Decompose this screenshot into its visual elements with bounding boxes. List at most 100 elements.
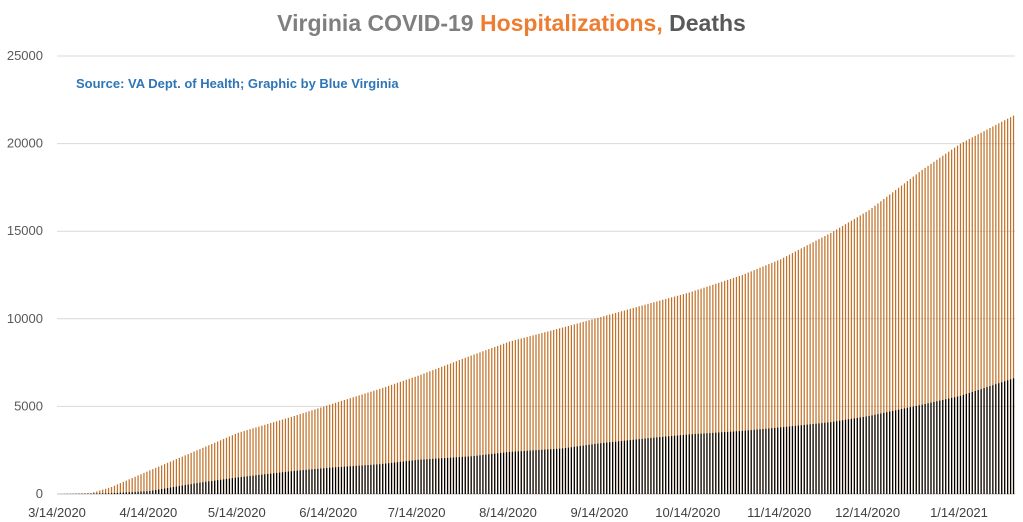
bar-hospitalizations <box>874 205 876 494</box>
bar-hospitalizations <box>432 370 434 494</box>
bar-deaths <box>166 488 169 494</box>
bar-deaths <box>986 387 988 494</box>
bar-hospitalizations <box>827 234 829 495</box>
bar-deaths <box>712 432 714 494</box>
bar-hospitalizations <box>797 249 799 494</box>
bar-deaths <box>945 399 947 494</box>
bar-hospitalizations <box>614 312 617 494</box>
bar-hospitalizations <box>317 408 319 494</box>
bar-hospitalizations <box>759 267 761 494</box>
bar-deaths <box>411 460 413 494</box>
bar-hospitalizations <box>582 321 584 494</box>
bar-hospitalizations <box>376 389 378 494</box>
bar-hospitalizations <box>617 312 620 494</box>
bar-deaths <box>529 450 531 494</box>
bar-hospitalizations <box>818 239 820 494</box>
bar-hospitalizations <box>918 172 920 495</box>
x-tick-label: 4/14/2020 <box>119 505 177 520</box>
bar-hospitalizations <box>429 371 431 494</box>
bar-deaths <box>317 468 319 494</box>
bar-hospitalizations <box>411 377 413 494</box>
bar-deaths <box>329 467 331 494</box>
bar-deaths <box>980 389 982 494</box>
bar-hospitalizations <box>110 486 113 494</box>
bar-hospitalizations <box>343 400 346 494</box>
bar-hospitalizations <box>862 213 864 494</box>
bar-deaths <box>553 449 555 494</box>
bar-hospitalizations <box>473 354 475 494</box>
bar-hospitalizations <box>190 452 192 494</box>
bar-deaths <box>541 449 543 494</box>
bar-deaths <box>909 407 911 494</box>
bar-deaths <box>894 410 897 494</box>
bar-hospitalizations <box>992 126 994 494</box>
bar-deaths <box>936 401 938 494</box>
bar-hospitalizations <box>329 404 331 494</box>
y-tick-label: 10000 <box>7 311 43 326</box>
bar-hospitalizations <box>152 469 154 494</box>
bar-hospitalizations <box>729 278 732 494</box>
bar-hospitalizations <box>591 319 593 494</box>
bar-deaths <box>632 439 634 494</box>
bar-hospitalizations <box>202 447 204 494</box>
bar-hospitalizations <box>635 307 637 494</box>
bar-deaths <box>830 422 832 494</box>
bar-hospitalizations <box>915 174 917 494</box>
bar-deaths <box>809 424 811 494</box>
bar-deaths <box>614 441 617 494</box>
bar-hospitalizations <box>609 314 611 494</box>
bar-hospitalizations <box>785 256 788 494</box>
bar-hospitalizations <box>408 378 410 494</box>
bar-hospitalizations <box>446 364 449 494</box>
bar-deaths <box>738 431 741 494</box>
bar-deaths <box>246 476 248 494</box>
bar-deaths <box>387 463 390 494</box>
bar-deaths <box>759 429 761 494</box>
bar-hospitalizations <box>824 236 826 494</box>
bar-hospitalizations <box>726 279 729 494</box>
bar-deaths <box>243 476 245 494</box>
bar-hospitalizations <box>464 357 466 494</box>
bar-hospitalizations <box>441 366 443 494</box>
bar-deaths <box>668 436 670 494</box>
bar-deaths <box>361 465 363 494</box>
bar-hospitalizations <box>326 405 328 494</box>
bar-deaths <box>343 466 346 494</box>
bar-hospitalizations <box>320 407 322 494</box>
bar-deaths <box>959 395 962 494</box>
bar-deaths <box>747 430 749 494</box>
bar-hospitalizations <box>668 298 670 494</box>
bar-hospitalizations <box>956 145 959 495</box>
bar-deaths <box>225 478 228 494</box>
bar-hospitalizations <box>119 483 121 494</box>
bar-deaths <box>656 437 658 494</box>
bar-hospitalizations <box>222 438 225 494</box>
bar-hospitalizations <box>502 343 505 494</box>
bar-deaths <box>579 446 581 494</box>
bar-hospitalizations <box>293 415 295 494</box>
bar-hospitalizations <box>187 454 189 494</box>
bar-hospitalizations <box>806 245 808 494</box>
bar-deaths <box>134 491 136 494</box>
bar-hospitalizations <box>208 445 210 494</box>
bar-deaths <box>670 436 673 494</box>
bar-deaths <box>629 440 631 494</box>
bar-hospitalizations <box>912 176 914 494</box>
bar-deaths <box>735 431 738 494</box>
bar-hospitalizations <box>676 295 679 494</box>
bar-hospitalizations <box>939 157 941 494</box>
bar-deaths <box>302 470 304 494</box>
bar-hospitalizations <box>782 257 785 494</box>
bar-hospitalizations <box>340 400 343 494</box>
bar-deaths <box>161 489 163 494</box>
bar-deaths <box>187 484 189 494</box>
bar-deaths <box>113 493 116 494</box>
bar-deaths <box>491 453 493 494</box>
bar-hospitalizations <box>393 383 396 494</box>
bar-deaths <box>685 434 687 494</box>
x-tick-label: 7/14/2020 <box>388 505 446 520</box>
bar-deaths <box>797 425 799 494</box>
bar-deaths <box>892 410 894 494</box>
bar-deaths <box>500 452 502 494</box>
bar-deaths <box>275 472 278 494</box>
